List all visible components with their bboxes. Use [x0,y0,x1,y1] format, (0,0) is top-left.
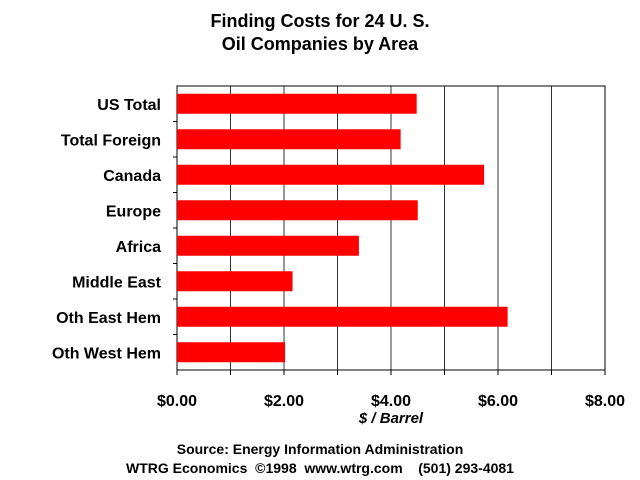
category-label: Total Foreign [61,132,161,149]
category-label: Europe [106,203,161,220]
credit-line: WTRG Economics ©1998 www.wtrg.com (501) … [126,460,514,476]
category-label: US Total [97,97,161,114]
x-axis-label: $ / Barrel [358,410,424,427]
category-label: Oth East Hem [56,310,161,327]
bar-oth-west-hem [177,342,286,363]
category-labels: US Total Total Foreign Canada Europe Africa M… [52,97,162,363]
bar-total-foreign [177,129,401,150]
category-label: Africa [116,239,161,256]
x-tick-label: $0.00 [157,393,197,410]
bars [177,93,508,363]
x-tick-label: $2.00 [264,393,304,410]
category-label: Canada [103,168,161,185]
x-tick-label: $8.00 [585,393,625,410]
x-tick-label: $4.00 [371,393,411,410]
bar-middle-east [177,271,293,292]
x-tick-label: $6.00 [478,393,518,410]
chart-title-line-2: Oil Companies by Area [221,34,419,54]
bar-canada [177,164,485,185]
category-label: Oth West Hem [52,345,161,362]
bar-europe [177,200,418,221]
chart-title-line-1: Finding Costs for 24 U. S. [210,11,430,31]
bar-oth-east-hem [177,306,508,327]
category-label: Middle East [72,274,162,291]
bar-africa [177,235,359,256]
x-tick-labels: $0.00 $2.00 $4.00 $6.00 $8.00 [157,393,625,410]
bar-us-total [177,93,417,114]
source-note: Source: Energy Information Administratio… [176,441,464,457]
